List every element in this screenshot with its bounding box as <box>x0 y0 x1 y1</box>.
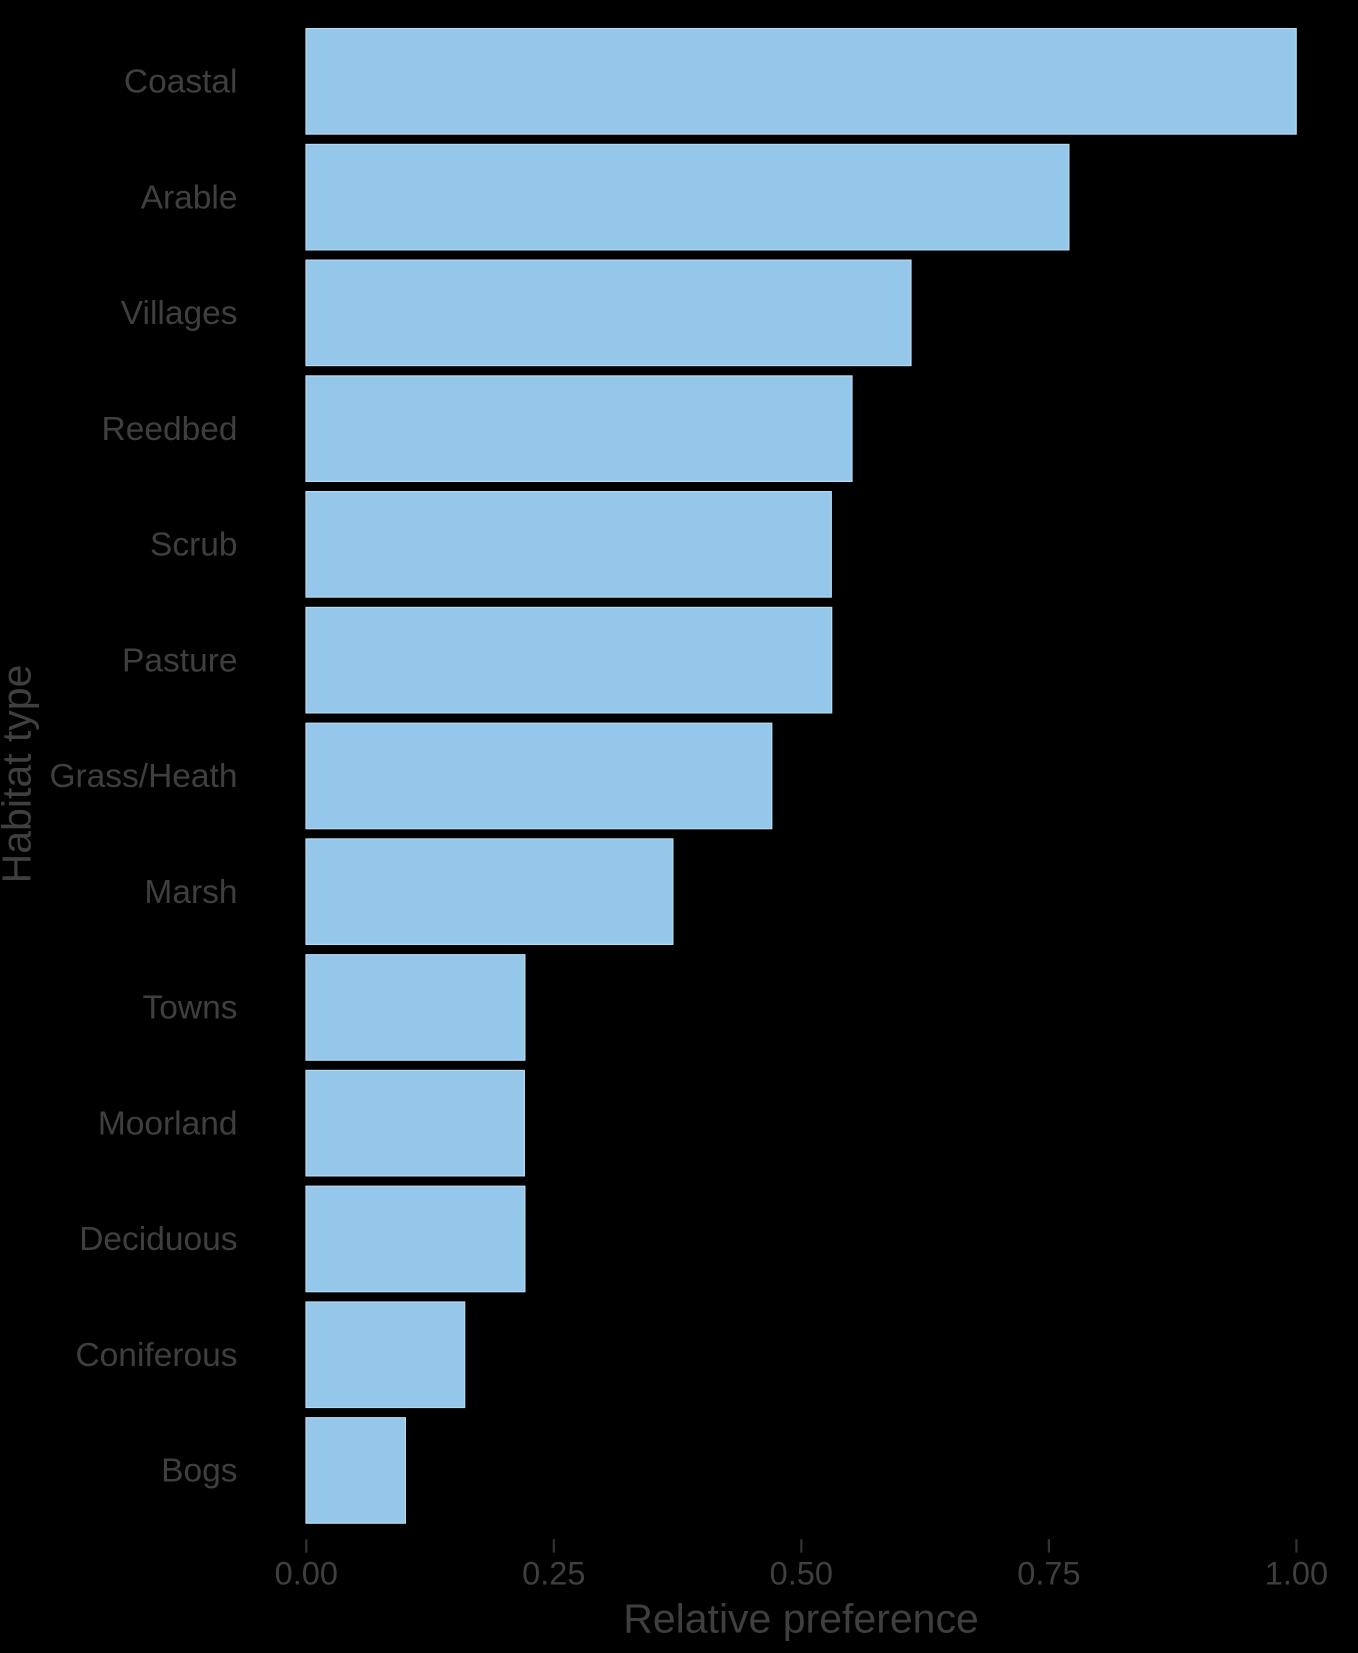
svg-text:Habitat type: Habitat type <box>0 665 40 884</box>
svg-text:Bogs: Bogs <box>161 1453 237 1490</box>
svg-text:0.75: 0.75 <box>1017 1556 1080 1592</box>
svg-text:Arable: Arable <box>141 179 238 216</box>
svg-text:Coniferous: Coniferous <box>75 1337 237 1374</box>
svg-text:0.25: 0.25 <box>522 1556 585 1592</box>
svg-text:1.00: 1.00 <box>1265 1556 1328 1592</box>
svg-text:Pasture: Pasture <box>122 642 237 679</box>
svg-text:Towns: Towns <box>143 990 238 1027</box>
svg-text:Marsh: Marsh <box>144 874 237 911</box>
svg-text:Grass/Heath: Grass/Heath <box>49 758 237 795</box>
svg-text:0.50: 0.50 <box>770 1556 833 1592</box>
svg-text:Deciduous: Deciduous <box>79 1221 237 1258</box>
svg-text:0.00: 0.00 <box>275 1556 338 1592</box>
svg-text:Scrub: Scrub <box>150 527 238 564</box>
svg-text:Reedbed: Reedbed <box>102 411 238 448</box>
svg-text:Villages: Villages <box>121 295 238 332</box>
svg-text:Coastal: Coastal <box>124 64 238 101</box>
svg-text:Moorland: Moorland <box>98 1105 238 1142</box>
svg-text:Relative preference: Relative preference <box>623 1596 979 1642</box>
